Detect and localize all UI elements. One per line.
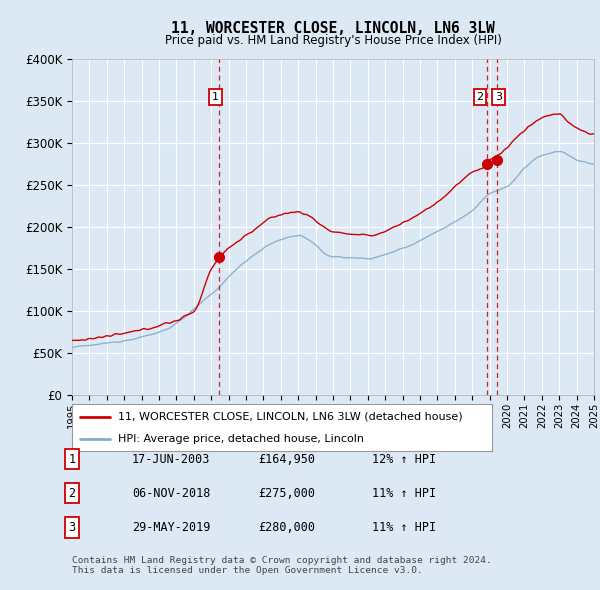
Text: Contains HM Land Registry data © Crown copyright and database right 2024.
This d: Contains HM Land Registry data © Crown c…	[72, 556, 492, 575]
Text: HPI: Average price, detached house, Lincoln: HPI: Average price, detached house, Linc…	[118, 434, 364, 444]
Text: 11% ↑ HPI: 11% ↑ HPI	[372, 487, 436, 500]
Text: 3: 3	[495, 92, 502, 102]
Text: 17-JUN-2003: 17-JUN-2003	[132, 453, 211, 466]
Text: 3: 3	[68, 521, 76, 534]
Text: 11, WORCESTER CLOSE, LINCOLN, LN6 3LW: 11, WORCESTER CLOSE, LINCOLN, LN6 3LW	[171, 21, 495, 35]
Text: Price paid vs. HM Land Registry's House Price Index (HPI): Price paid vs. HM Land Registry's House …	[164, 34, 502, 47]
Text: £280,000: £280,000	[258, 521, 315, 534]
Text: £275,000: £275,000	[258, 487, 315, 500]
Text: 1: 1	[68, 453, 76, 466]
Text: 11% ↑ HPI: 11% ↑ HPI	[372, 521, 436, 534]
Text: 11, WORCESTER CLOSE, LINCOLN, LN6 3LW (detached house): 11, WORCESTER CLOSE, LINCOLN, LN6 3LW (d…	[118, 412, 463, 422]
Text: 29-MAY-2019: 29-MAY-2019	[132, 521, 211, 534]
Text: 1: 1	[212, 92, 219, 102]
Text: 12% ↑ HPI: 12% ↑ HPI	[372, 453, 436, 466]
Text: £164,950: £164,950	[258, 453, 315, 466]
Text: 2: 2	[68, 487, 76, 500]
Text: 06-NOV-2018: 06-NOV-2018	[132, 487, 211, 500]
Text: 2: 2	[476, 92, 484, 102]
